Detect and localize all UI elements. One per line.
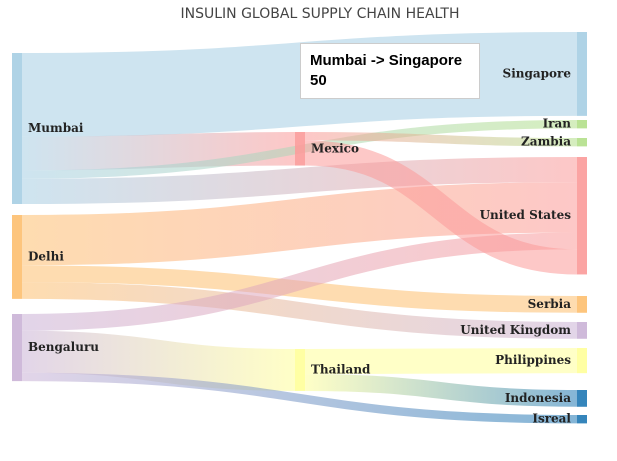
link-bengaluru-to-isreal[interactable] [21, 372, 578, 424]
node-label-iran: Iran [543, 117, 572, 131]
node-delhi[interactable] [12, 215, 22, 299]
node-iran[interactable] [577, 120, 587, 129]
node-label-zambia: Zambia [521, 135, 571, 149]
node-united-kingdom[interactable] [577, 322, 587, 339]
node-indonesia[interactable] [577, 390, 587, 407]
node-mexico[interactable] [295, 132, 305, 166]
node-label-mexico: Mexico [311, 141, 359, 155]
node-label-united-states: United States [480, 208, 572, 222]
node-label-thailand: Thailand [311, 362, 371, 376]
sankey-nodes [12, 32, 587, 424]
node-mumbai[interactable] [12, 53, 22, 204]
node-philippines[interactable] [577, 348, 587, 374]
link-thailand-to-philippines[interactable] [304, 347, 578, 375]
tooltip-link-label: Mumbai -> Singapore [310, 52, 463, 69]
link-mexico-to-zambia[interactable] [304, 131, 578, 147]
node-label-philippines: Philippines [495, 353, 571, 367]
link-delhi-to-united-kingdom[interactable] [21, 282, 578, 339]
node-label-isreal: Isreal [532, 412, 571, 426]
node-isreal[interactable] [577, 415, 587, 424]
link-mumbai-to-mexico[interactable] [21, 132, 296, 171]
node-united-states[interactable] [577, 157, 587, 275]
node-label-indonesia: Indonesia [505, 391, 571, 405]
link-bengaluru-to-thailand[interactable] [21, 330, 296, 391]
hover-tooltip: Mumbai -> Singapore 50 [300, 43, 480, 99]
node-serbia[interactable] [577, 296, 587, 313]
node-thailand[interactable] [295, 349, 305, 391]
node-label-mumbai: Mumbai [28, 121, 84, 135]
node-label-delhi: Delhi [28, 249, 64, 263]
chart-title: INSULIN GLOBAL SUPPLY CHAIN HEALTH [181, 6, 460, 22]
node-label-serbia: Serbia [528, 297, 572, 311]
tooltip-link-value: 50 [310, 72, 327, 89]
node-label-singapore: Singapore [503, 66, 572, 80]
node-label-bengaluru: Bengaluru [28, 340, 99, 354]
node-singapore[interactable] [577, 32, 587, 116]
link-mexico-to-united-states[interactable] [304, 140, 578, 275]
link-delhi-to-united-states[interactable] [21, 182, 578, 266]
node-label-united-kingdom: United Kingdom [460, 323, 571, 337]
link-thailand-to-indonesia[interactable] [304, 374, 578, 407]
link-mumbai-to-united-states[interactable] [21, 156, 578, 205]
sankey-labels: Mumbai Delhi Bengaluru Mexico Thailand Singap… [28, 66, 571, 425]
node-zambia[interactable] [577, 138, 587, 147]
node-bengaluru[interactable] [12, 314, 22, 382]
